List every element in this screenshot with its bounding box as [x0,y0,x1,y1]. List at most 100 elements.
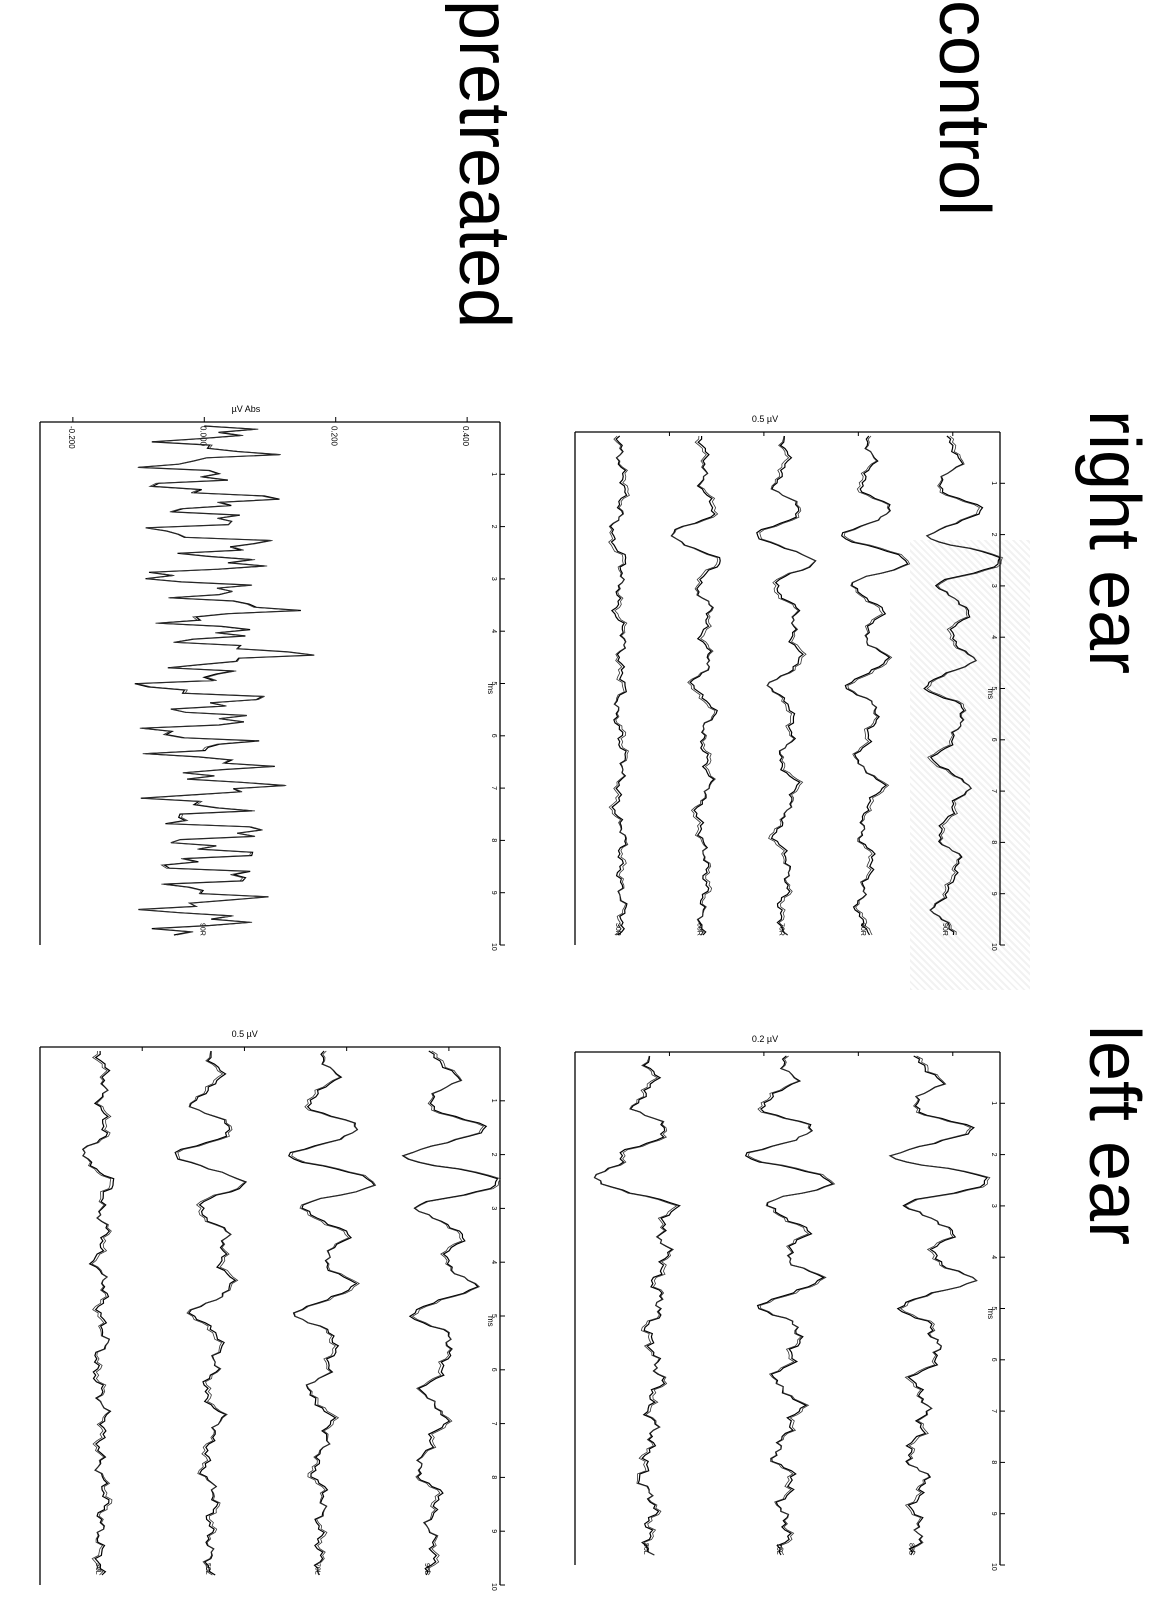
series-label-90R: 90R [941,923,948,936]
x-tick-label: 9 [490,891,497,895]
x-axis-label: ms [486,1316,495,1327]
series-label-50L: 50L [642,1543,649,1555]
x-tick-label: 7 [490,1422,497,1426]
amplitude-scale-label: 0.2 µV [752,1034,778,1044]
series-label-70L: 70L [775,1543,782,1555]
x-tick-label: 9 [490,1529,497,1533]
x-tick-label: 10 [490,1583,497,1591]
pretreated-right-ear-chart: µV Abs -0.200 0.000 0.200 0.400 1 2 3 4 5 6 7 8 9 10 ms… [39,404,505,951]
x-tick-label: 5 [990,687,997,691]
x-tick-label: 4 [490,629,497,633]
trace-30R [609,435,628,936]
control-right-ear-chart: 0.5 µV 1 2 3 4 5 6 7 8 9 10 ms 90R 80R 70R 60R 30R [574,414,1005,951]
x-tick-label: 3 [990,584,997,588]
x-tick-label: 1 [490,1099,497,1103]
x-tick-label: 9 [990,892,997,896]
trace-30L-replicate [82,1050,113,1576]
x-tick-label: 3 [490,577,497,581]
x-tick-label: 4 [990,1255,997,1259]
pretreated-title: pretreated [444,0,524,329]
control-title: control [924,0,1004,217]
scan-noise-texture [910,540,1030,990]
trace-70R-replicate [759,435,817,936]
trace-50L [174,1050,248,1576]
right-ear-title: right ear [1074,410,1154,675]
trace-60R-replicate [671,435,719,936]
trace-70L [744,1055,834,1556]
amplitude-scale-label: 0.5 µV [752,414,778,424]
x-tick-label: 2 [990,533,997,537]
pretreated-right-ear-panel: µV Abs -0.200 0.000 0.200 0.400 1 2 3 4 5 6 7 8 9 10 ms… [30,400,510,960]
y-tick-label: -0.200 [67,426,76,449]
pretreated-left-ear-chart: 0.5 µV 1 2 3 4 5 6 7 8 9 10 ms 90L 70L 50L 30L [39,1029,505,1591]
x-tick-label: 4 [990,635,997,639]
trace-50L-replicate [177,1050,246,1576]
x-tick-label: 7 [990,1409,997,1413]
trace-80L [888,1055,989,1556]
x-tick-label: 2 [990,1153,997,1157]
x-tick-label: 4 [490,1260,497,1264]
trace-90R [134,425,314,936]
x-tick-label: 1 [990,1101,997,1105]
trace-90L-replicate [402,1050,502,1576]
amplitude-scale-label: 0.5 µV [232,1029,258,1039]
series-label-70L: 70L [313,1563,320,1575]
x-tick-label: 8 [990,1460,997,1464]
trace-70L-replicate [291,1050,377,1576]
y-tick-label: 0.000 [198,426,207,447]
control-left-ear-chart: 0.2 µV 1 2 3 4 5 6 7 8 9 10 ms 80L 70L 50L [574,1034,1005,1571]
x-tick-label: 6 [490,1368,497,1372]
x-tick-label: 10 [990,943,997,951]
series-label-60R: 60R [696,923,703,936]
x-tick-label: 3 [990,1204,997,1208]
trace-90R-replicate [926,435,1003,936]
control-left-ear-panel: 0.2 µV 1 2 3 4 5 6 7 8 9 10 ms 80L 70L 50L [565,1030,1010,1580]
series-label-90L: 90L [423,1563,430,1575]
trace-30R-replicate [608,435,630,936]
x-tick-label: 8 [490,838,497,842]
x-tick-label: 5 [990,1307,997,1311]
y-tick-label: 0.200 [330,426,339,447]
x-tick-label: 7 [990,789,997,793]
x-tick-label: 8 [990,840,997,844]
series-label-70R: 70R [777,923,784,936]
series-label-80R: 80R [859,923,866,936]
series-label-80L: 80L [908,1543,915,1555]
x-tick-label: 5 [490,682,497,686]
x-tick-label: 9 [990,1512,997,1516]
left-ear-title: left ear [1074,1025,1154,1246]
series-label-90R: 90R [198,923,205,936]
trace-80R [840,435,909,936]
trace-70L [288,1050,376,1576]
trace-30L [81,1050,115,1576]
amplitude-scale-label: µV Abs [232,404,261,414]
x-tick-label: 3 [490,1206,497,1210]
x-axis-label: ms [486,684,495,695]
trace-50L-replicate [594,1055,678,1556]
trace-70R [756,435,817,936]
series-label-50L: 50L [204,1563,211,1575]
series-label-30L: 30L [94,1563,101,1575]
x-tick-label: 6 [990,738,997,742]
trace-60R [670,436,721,936]
control-right-ear-panel: 0.5 µV 1 2 3 4 5 6 7 8 9 10 ms 90R 80R 70R 60R 30R [565,410,1010,960]
x-tick-label: 2 [490,1153,497,1157]
trace-80L-replicate [889,1055,991,1556]
trace-80R-replicate [843,435,911,936]
trace-90R-replicate [137,425,315,936]
x-tick-label: 5 [490,1314,497,1318]
x-tick-label: 6 [990,1358,997,1362]
x-tick-label: 1 [990,481,997,485]
x-tick-label: 10 [990,1563,997,1571]
pretreated-left-ear-panel: 0.5 µV 1 2 3 4 5 6 7 8 9 10 ms 90L 70L 50L 30L [30,1025,510,1600]
trace-90R [923,435,1001,936]
x-axis-label: ms [986,1309,995,1320]
y-tick-label: 0.400 [461,426,470,447]
trace-70L-replicate [747,1055,836,1556]
x-tick-label: 6 [490,734,497,738]
trace-90L [401,1050,499,1576]
series-label-30R: 30R [614,923,621,936]
x-tick-label: 2 [490,525,497,529]
x-tick-label: 10 [490,943,497,951]
x-tick-label: 1 [490,472,497,476]
